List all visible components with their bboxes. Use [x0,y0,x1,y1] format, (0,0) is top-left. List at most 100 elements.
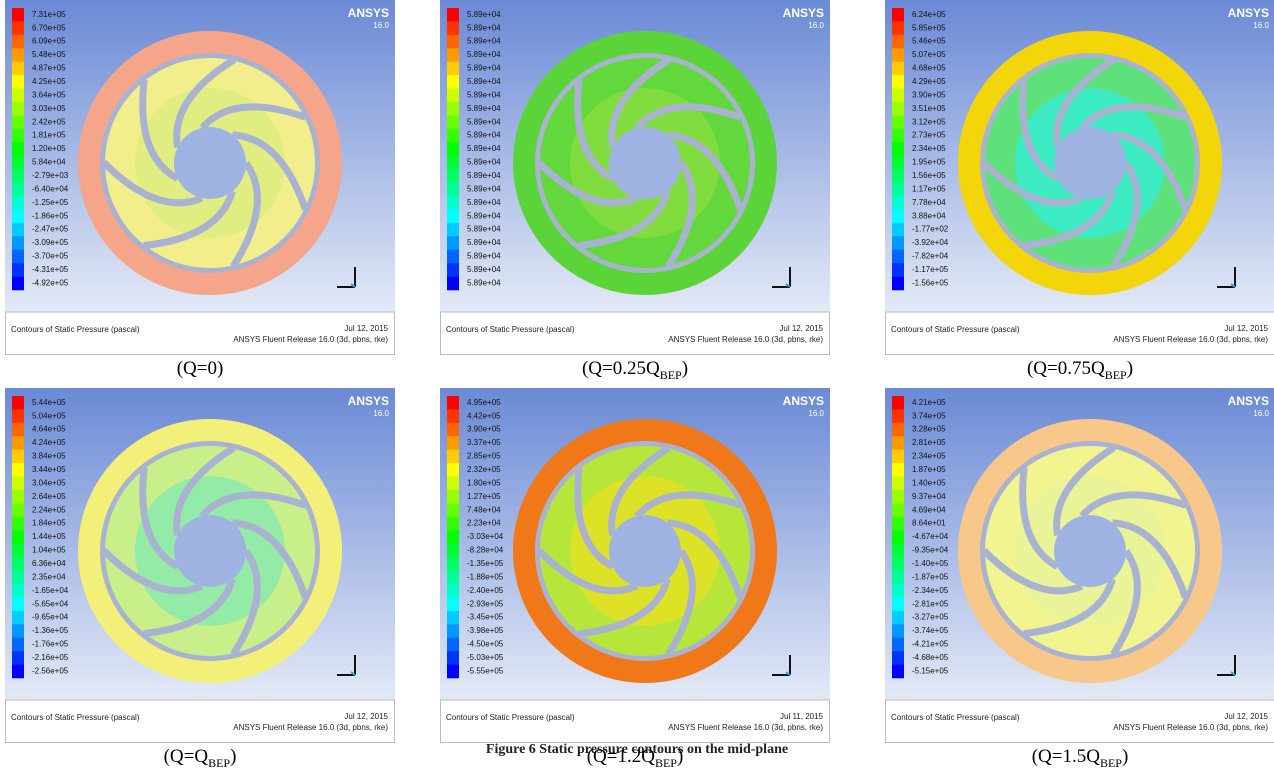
legend-label: 4.25e+05 [32,77,66,86]
legend-label: 5.48e+05 [32,50,66,59]
legend-label: 2.81e+05 [912,438,946,447]
legend-swatch [447,651,459,665]
legend-swatch [447,638,459,652]
legend-label: 5.89e+04 [467,131,501,140]
legend-swatch [892,142,904,156]
legend-swatch [892,89,904,103]
footer-release: ANSYS Fluent Release 16.0 (3d, pbns, rke… [668,723,823,732]
panel-caption: (Q=0.25QBEP) [440,358,830,383]
legend-swatch [447,236,459,250]
legend-label: 5.46e+05 [912,37,946,46]
legend-label: 4.64e+05 [32,425,66,434]
legend-label: -4.50e+05 [467,640,504,649]
legend-swatch [892,490,904,504]
legend-swatch [892,236,904,250]
legend-label: 5.89e+04 [467,238,501,247]
legend-label: 2.23e+04 [467,519,501,528]
legend-label: -4.21e+05 [912,640,949,649]
caption-main: (Q=1.2Q [587,746,655,767]
legend-swatch [892,209,904,223]
legend-swatch [447,571,459,585]
brand: ANSYS [1228,6,1269,20]
legend-label: 5.89e+04 [467,171,501,180]
footer-title: Contours of Static Pressure (pascal) [891,713,1020,722]
legend-label: -1.35e+05 [467,559,504,568]
legend-swatch [892,183,904,197]
brand: ANSYS [783,394,824,408]
legend-swatch [447,611,459,625]
legend-swatch [447,584,459,598]
legend-swatch [12,396,24,410]
legend-swatch [447,8,459,22]
legend-label: 1.87e+05 [912,465,946,474]
legend-label: -3.03e+04 [467,532,504,541]
legend-label: 3.04e+05 [32,478,66,487]
legend-swatch [447,129,459,143]
caption-main: (Q=0.75Q [1027,358,1105,379]
legend-swatch [447,436,459,450]
legend-swatch [447,209,459,223]
legend-label: 3.84e+05 [32,452,66,461]
legend-swatch [12,477,24,491]
legend-swatch [892,396,904,410]
legend-swatch [12,102,24,116]
hub [609,515,681,587]
caption-main: (Q=Q [164,746,209,767]
legend-label: 5.89e+04 [467,104,501,113]
legend-label: -1.65e+04 [32,586,69,595]
legend-label: 5.89e+04 [467,37,501,46]
legend-label: 1.20e+05 [32,144,66,153]
legend-label: 5.89e+04 [467,23,501,32]
legend-swatch [12,75,24,89]
legend-label: -1.36e+05 [32,626,69,635]
legend-label: 3.74e+05 [912,411,946,420]
legend-swatch [12,490,24,504]
legend-swatch [892,584,904,598]
legend-label: -1.86e+05 [32,211,69,220]
legend-swatch [892,423,904,437]
legend-label: 2.34e+05 [912,452,946,461]
legend-swatch [447,75,459,89]
legend-label: 1.56e+05 [912,171,946,180]
legend-label: 2.42e+05 [32,117,66,126]
footer-title: Contours of Static Pressure (pascal) [891,325,1020,334]
legend-swatch [892,62,904,76]
legend-label: -4.92e+05 [32,278,69,287]
contour-plot: 7.31e+056.70e+056.09e+055.48e+054.87e+05… [5,0,395,355]
legend-swatch [892,21,904,35]
legend-label: 4.87e+05 [32,64,66,73]
legend-label: -6.40e+04 [32,184,69,193]
footer-release: ANSYS Fluent Release 16.0 (3d, pbns, rke… [668,335,823,344]
contour-plot: 5.89e+04 5.89e+04 5.89e+04 5.89e+04 5.89e+04… [440,0,830,355]
legend-label: 5.89e+04 [467,144,501,153]
legend-label: 3.12e+05 [912,117,946,126]
legend-label: 6.24e+05 [912,10,946,19]
legend-swatch [447,169,459,183]
legend-swatch [892,156,904,170]
panel-caption: (Q=0) [5,358,395,380]
footer-title: Contours of Static Pressure (pascal) [446,713,575,722]
legend-label: 1.27e+05 [467,492,501,501]
legend-swatch [892,530,904,544]
legend-swatch [447,517,459,531]
hub [174,127,246,199]
legend-swatch [447,665,459,679]
caption-main: (Q=0.25Q [582,358,660,379]
legend-swatch [892,517,904,531]
legend-swatch [447,263,459,277]
legend-swatch [12,463,24,477]
hub [1054,515,1126,587]
footer-date: Jul 12, 2015 [344,712,388,721]
legend-swatch [447,277,459,291]
hub [174,515,246,587]
legend-label: 3.90e+05 [912,90,946,99]
legend-label: 8.64e+01 [912,519,946,528]
footer-title: Contours of Static Pressure (pascal) [11,325,140,334]
legend-label: 5.89e+04 [467,198,501,207]
legend-label: -5.15e+05 [912,666,949,675]
legend-swatch [12,89,24,103]
legend-swatch [447,544,459,558]
legend-swatch [892,624,904,638]
footer-release: ANSYS Fluent Release 16.0 (3d, pbns, rke… [233,335,388,344]
